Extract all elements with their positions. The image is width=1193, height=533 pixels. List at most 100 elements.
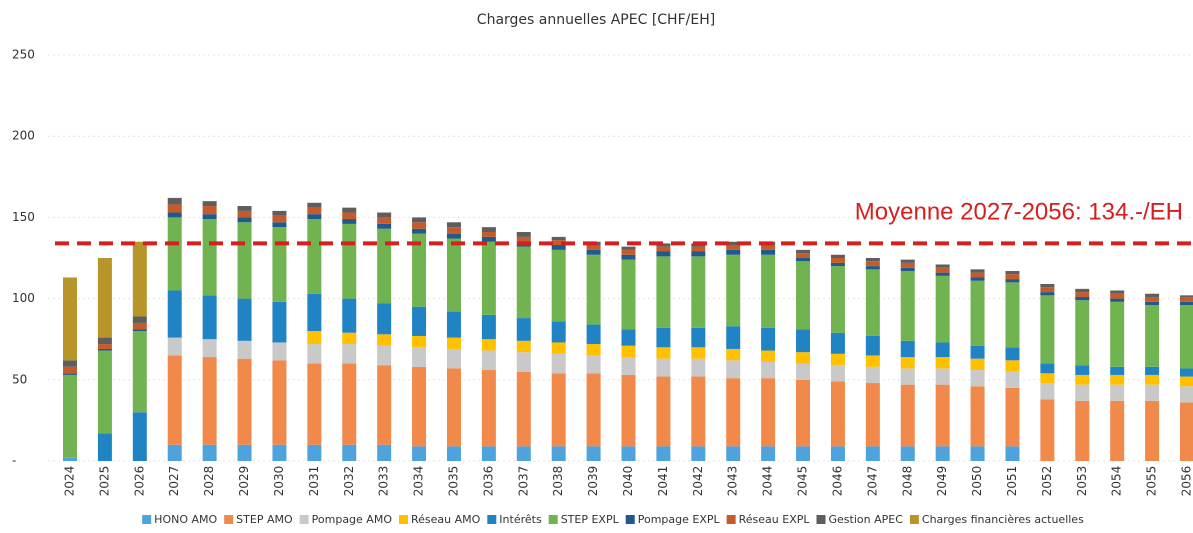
bar-segment bbox=[830, 262, 845, 267]
bar-segment bbox=[656, 327, 671, 348]
bar-segment bbox=[621, 357, 636, 375]
x-tick-label: 2047 bbox=[865, 466, 879, 497]
bar-segment bbox=[1075, 292, 1090, 297]
bar-segment bbox=[1180, 295, 1193, 297]
bar-segment bbox=[551, 373, 566, 447]
x-tick-label: 2048 bbox=[900, 466, 914, 497]
bar-segment bbox=[935, 357, 950, 369]
bar-segment bbox=[796, 329, 811, 353]
bar-segment bbox=[167, 204, 182, 213]
bar-segment bbox=[970, 446, 985, 461]
bar-segment bbox=[237, 222, 252, 299]
bar-segment bbox=[691, 347, 706, 359]
bar-segment bbox=[63, 373, 77, 375]
bar-segment bbox=[446, 368, 461, 447]
bar-segment bbox=[481, 314, 496, 340]
bar-segment bbox=[761, 350, 776, 362]
bar-segment bbox=[412, 306, 427, 336]
bar-segment bbox=[1075, 400, 1090, 461]
bar-segment bbox=[342, 332, 357, 345]
bar-segment bbox=[1145, 305, 1160, 367]
bar-segment bbox=[830, 258, 845, 263]
bar-segment bbox=[237, 217, 252, 223]
x-tick-label: 2034 bbox=[412, 466, 426, 497]
y-tick-label: - bbox=[12, 454, 16, 468]
y-tick-label: 250 bbox=[12, 48, 35, 62]
bar-segment bbox=[237, 298, 252, 341]
bar-segment bbox=[1005, 270, 1020, 275]
bar-segment bbox=[97, 350, 112, 434]
bar-segment bbox=[342, 223, 357, 299]
chart-title: Charges annuelles APEC [CHF/EH] bbox=[477, 12, 715, 28]
bar-segment bbox=[272, 342, 287, 361]
x-tick-label: 2052 bbox=[1040, 466, 1054, 497]
bar-segment bbox=[970, 269, 985, 273]
bar-segment bbox=[935, 267, 950, 273]
bar-segment bbox=[621, 446, 636, 461]
bar-segment bbox=[1005, 387, 1020, 447]
bar-segment bbox=[412, 222, 427, 229]
x-tick-label: 2035 bbox=[446, 466, 460, 497]
x-tick-label: 2030 bbox=[272, 466, 286, 497]
bar-segment bbox=[1040, 287, 1055, 293]
bar-segment bbox=[691, 251, 706, 257]
bar-segment bbox=[865, 335, 880, 356]
bar-segment bbox=[970, 280, 985, 346]
bar-segment bbox=[726, 348, 741, 361]
bar-segment bbox=[272, 360, 287, 445]
bar-segment bbox=[1040, 283, 1055, 288]
bar-segment bbox=[412, 446, 427, 461]
bar-segment bbox=[307, 293, 322, 332]
bar-segment bbox=[586, 324, 601, 345]
bar-segment bbox=[900, 384, 915, 447]
bar-segment bbox=[237, 340, 252, 359]
bar-segment bbox=[307, 331, 322, 345]
bar-segment bbox=[900, 259, 915, 263]
bar-segment bbox=[900, 446, 915, 461]
bar-segment bbox=[551, 342, 566, 354]
bar-segment bbox=[516, 340, 531, 353]
bar-segment bbox=[1040, 295, 1055, 364]
bar-segment bbox=[726, 241, 741, 246]
bar-segment bbox=[796, 261, 811, 330]
bar-segment bbox=[551, 245, 566, 250]
bar-segment bbox=[796, 363, 811, 380]
bar-segment bbox=[377, 212, 392, 218]
x-tick-label: 2055 bbox=[1145, 466, 1159, 497]
bar-segment bbox=[865, 383, 880, 447]
bar-segment bbox=[1180, 296, 1193, 302]
bar-segment bbox=[237, 210, 252, 218]
bar-segment bbox=[656, 256, 671, 328]
bar-segment bbox=[272, 222, 287, 228]
bar-segment bbox=[761, 446, 776, 461]
bar-segment bbox=[481, 350, 496, 371]
bar-segment bbox=[900, 267, 915, 271]
bar-segment bbox=[691, 256, 706, 328]
bar-segment bbox=[377, 228, 392, 304]
bar-segment bbox=[481, 241, 496, 315]
legend-swatch bbox=[625, 515, 635, 524]
bar-segment bbox=[516, 352, 531, 372]
bar-segment bbox=[272, 227, 287, 302]
bar-segment bbox=[970, 370, 985, 387]
bar-segment bbox=[167, 337, 182, 356]
bar-segment bbox=[307, 444, 322, 461]
bar-segment bbox=[342, 212, 357, 220]
legend-label: Pompage EXPL bbox=[638, 513, 721, 526]
x-tick-label: 2050 bbox=[970, 466, 984, 497]
bar-segment bbox=[935, 272, 950, 276]
bar-segment bbox=[621, 374, 636, 447]
bar-segment bbox=[237, 444, 252, 461]
y-tick-label: 150 bbox=[12, 210, 35, 224]
bar-segment bbox=[726, 245, 741, 250]
bar-segment bbox=[516, 236, 531, 242]
bar-segment bbox=[830, 353, 845, 366]
bar-segment bbox=[970, 272, 985, 278]
bar-segment bbox=[900, 262, 915, 268]
bar-segment bbox=[446, 238, 461, 312]
bar-segment bbox=[377, 223, 392, 229]
bar-segment bbox=[865, 366, 880, 384]
bar-segment bbox=[1145, 400, 1160, 461]
bar-segment bbox=[1110, 293, 1125, 299]
